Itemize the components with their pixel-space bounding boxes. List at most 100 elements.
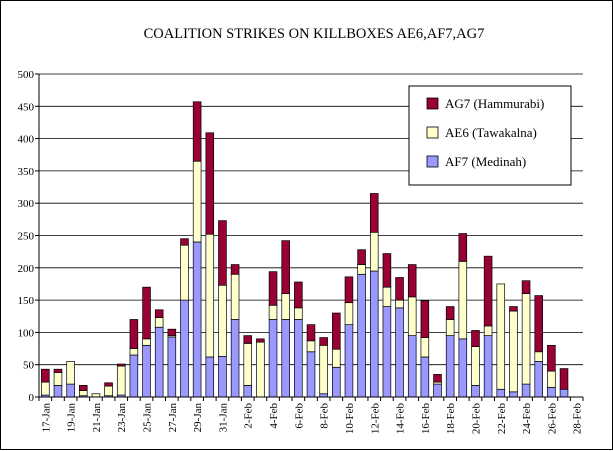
bar-segment (344, 324, 354, 398)
bar-segment (53, 368, 63, 373)
bar-segment (104, 385, 113, 397)
bar-segment (294, 307, 303, 320)
y-tick-label: 450 (18, 101, 35, 113)
bar-segment (192, 101, 202, 162)
bar-segment (294, 319, 303, 398)
bar-segment (483, 255, 493, 327)
bar-segment (306, 351, 316, 398)
x-tick-label: 20-Feb (470, 403, 482, 435)
y-tick-label: 250 (18, 231, 35, 243)
x-tick-label: 4-Feb (268, 403, 280, 429)
bar-segment (129, 354, 139, 398)
x-tick-label: 27-Jan (167, 403, 179, 433)
x-tick-label: 28-Feb (572, 403, 584, 435)
legend-label: AE6 (Tawakalna) (445, 125, 537, 140)
legend: AG7 (Hammurabi) AE6 (Tawakalna) AF7 (Medin… (408, 85, 572, 186)
bar-segment (167, 328, 177, 336)
bar-segment (256, 341, 265, 398)
bar-segment (154, 326, 164, 398)
bar-segment (66, 361, 75, 385)
bar-segment (180, 238, 189, 246)
x-tick-label: 6-Feb (293, 403, 305, 429)
bar-segment (218, 355, 227, 398)
bar-segment (395, 299, 404, 309)
y-tick-label: 300 (18, 198, 35, 210)
bar-segment (66, 383, 75, 398)
bar-segment (205, 132, 215, 235)
bar-segment (230, 273, 240, 320)
bar-segment (306, 340, 316, 353)
x-tick-label: 12-Feb (369, 403, 381, 435)
bar-segment (471, 330, 480, 347)
x-tick-label: 26-Feb (546, 403, 558, 435)
bar-segment (243, 385, 253, 398)
y-tick-label: 50 (23, 360, 35, 372)
bar-segment (509, 306, 518, 312)
bar-segment (268, 319, 278, 398)
y-tick-label: 400 (18, 134, 35, 146)
bar-segment (407, 264, 417, 298)
bar-segment (357, 264, 366, 275)
axes (38, 74, 584, 401)
bar-segment (483, 335, 493, 398)
bars (41, 101, 569, 398)
legend-label: AG7 (Hammurabi) (445, 96, 544, 111)
bar-segment (205, 233, 215, 358)
bar-segment (395, 307, 404, 398)
bar-segment (218, 220, 227, 286)
x-tick-label: 29-Jan (192, 403, 204, 433)
bar-segment (547, 344, 556, 372)
x-tick-label: 17-Jan (40, 403, 52, 433)
bar-segment (496, 283, 506, 390)
x-tick-label: 18-Feb (445, 403, 457, 435)
bar-segment (509, 310, 518, 393)
legend-label: AF7 (Medinah) (445, 154, 526, 169)
bar-segment (294, 281, 303, 309)
bar-segment (407, 335, 417, 398)
bar-segment (332, 366, 341, 398)
x-tick-label: 19-Jan (66, 403, 78, 433)
y-tick-labels: 0 50 100 150 200 250 300 350 400 450 500 (18, 69, 35, 404)
legend-swatch (426, 97, 439, 110)
bar-segment (230, 264, 240, 275)
bar-segment (445, 306, 455, 320)
bar-segment (382, 286, 392, 307)
chart-title: COALITION STRIKES ON KILLBOXES AE6,AF7,A… (144, 26, 485, 42)
bar-segment (559, 368, 569, 390)
bar-segment (142, 344, 151, 398)
bar-segment (230, 319, 240, 398)
bar-segment (445, 335, 455, 398)
y-tick-label: 0 (29, 392, 35, 404)
y-tick-label: 150 (18, 295, 35, 307)
bar-segment (534, 351, 543, 362)
bar-segment (534, 295, 543, 353)
bar-segment (357, 249, 366, 265)
y-tick-label: 200 (18, 263, 35, 275)
bar-segment (192, 160, 202, 243)
bar-segment (559, 388, 569, 398)
bar-segment (458, 233, 468, 262)
x-tick-label: 16-Feb (420, 403, 432, 435)
bar-segment (471, 385, 480, 398)
bar-segment (116, 363, 126, 367)
bar-segment (433, 374, 442, 383)
bar-segment (407, 296, 417, 336)
bar-segment (154, 309, 164, 318)
bar-segment (116, 365, 126, 396)
bar-segment (268, 304, 278, 320)
bar-segment (458, 338, 468, 398)
bar-segment (243, 343, 253, 386)
bar-segment (420, 337, 430, 358)
legend-swatch (426, 155, 439, 168)
bar-segment (534, 361, 543, 398)
bar-segment (268, 271, 278, 306)
bar-segment (521, 383, 531, 398)
bar-segment (205, 356, 215, 398)
bar-segment (357, 273, 366, 398)
bar-segment (79, 385, 88, 391)
bar-segment (547, 386, 556, 398)
bar-segment (395, 277, 404, 301)
bar-segment (332, 348, 341, 368)
